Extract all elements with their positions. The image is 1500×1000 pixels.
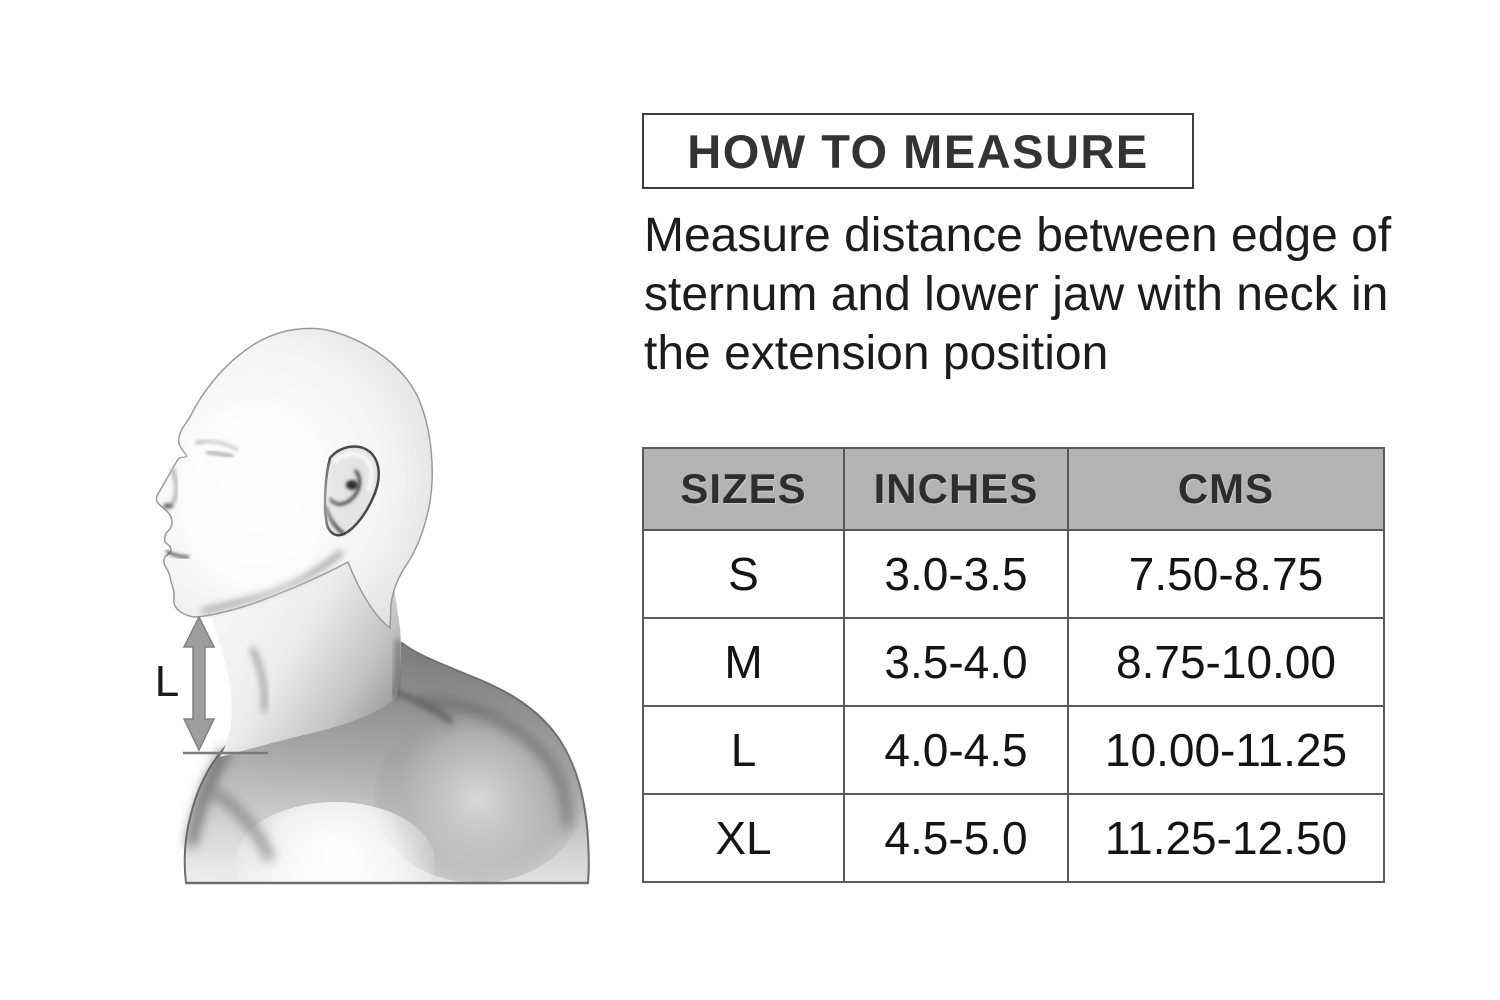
neck-shape [208, 538, 401, 757]
size-cell: M [642, 617, 845, 707]
instructions-line-2: sternum and lower jaw with neck in [644, 268, 1389, 321]
size-table-header-row: SIZES INCHES CMS [642, 447, 1385, 531]
cms-cell: 11.25-12.50 [1067, 793, 1385, 883]
head-profile-illustration: L [155, 327, 590, 922]
column-header-inches: INCHES [843, 447, 1069, 531]
torso-shape [183, 641, 590, 922]
inches-cell: 3.5-4.0 [843, 617, 1069, 707]
size-cell: L [642, 705, 845, 795]
table-row-xl: XL 4.5-5.0 11.25-12.50 [642, 793, 1385, 883]
size-cell: S [642, 529, 845, 619]
inches-cell: 4.0-4.5 [843, 705, 1069, 795]
double-arrow-icon [182, 615, 216, 752]
title-box: HOW TO MEASURE [642, 113, 1194, 189]
table-row-s: S 3.0-3.5 7.50-8.75 [642, 529, 1385, 619]
head-shape [155, 327, 433, 630]
instructions-line-1: Measure distance between edge of [644, 209, 1392, 262]
cms-cell: 7.50-8.75 [1067, 529, 1385, 619]
page-title: HOW TO MEASURE [687, 124, 1149, 178]
column-header-cms: CMS [1067, 447, 1385, 531]
measurement-label: L [155, 657, 179, 706]
instructions-line-3: the extension position [644, 327, 1109, 380]
table-row-m: M 3.5-4.0 8.75-10.00 [642, 617, 1385, 707]
measurement-figure: L [0, 0, 620, 1000]
table-row-l: L 4.0-4.5 10.00-11.25 [642, 705, 1385, 795]
inches-cell: 4.5-5.0 [843, 793, 1069, 883]
column-header-sizes: SIZES [642, 447, 845, 531]
size-table: SIZES INCHES CMS S 3.0-3.5 7.50-8.75 M 3… [642, 447, 1385, 883]
measurement-annotation: L [155, 615, 268, 755]
instructions-text: Measure distance between edge of sternum… [644, 206, 1404, 383]
cms-cell: 10.00-11.25 [1067, 705, 1385, 795]
cms-cell: 8.75-10.00 [1067, 617, 1385, 707]
size-cell: XL [642, 793, 845, 883]
inches-cell: 3.0-3.5 [843, 529, 1069, 619]
